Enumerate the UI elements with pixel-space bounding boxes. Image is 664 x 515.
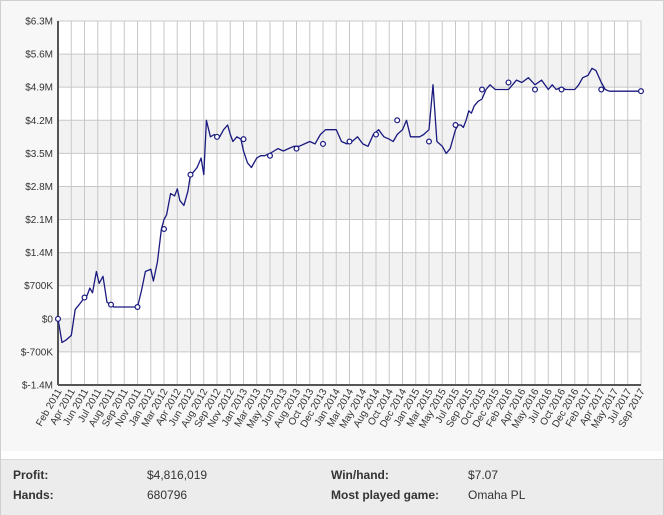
y-tick-label: $1.4M xyxy=(25,248,53,259)
data-point xyxy=(598,86,605,93)
y-tick-label: $-1.4M xyxy=(22,381,53,392)
chart-area: $-1.4M $-700K $0 $700K $1.4M $2.1M $2.8M $3.5M $… xyxy=(1,1,663,451)
data-point xyxy=(107,301,114,308)
data-point xyxy=(214,133,221,140)
most-played-game-value: Omaha PL xyxy=(468,488,526,502)
data-point xyxy=(320,140,327,147)
y-tick-label: $4.9M xyxy=(25,83,53,94)
data-point xyxy=(346,138,353,145)
y-tick-label: $6.3M xyxy=(25,17,53,28)
data-point xyxy=(293,145,300,152)
data-point xyxy=(134,304,141,311)
data-point xyxy=(452,121,459,128)
data-point xyxy=(267,152,274,159)
data-point xyxy=(54,315,61,322)
profit-value: $4,816,019 xyxy=(147,468,208,482)
data-point xyxy=(161,226,168,233)
profit-label: Profit: xyxy=(13,468,49,482)
data-point xyxy=(479,86,486,93)
most-played-game-label: Most played game: xyxy=(331,488,440,502)
profit-chart: $-1.4M $-700K $0 $700K $1.4M $2.1M $2.8M $3.5M $… xyxy=(21,17,648,431)
y-tick-label: $700K xyxy=(24,281,53,292)
data-point xyxy=(637,88,644,95)
y-tick-label: $-700K xyxy=(21,347,54,358)
y-tick-label: $4.2M xyxy=(25,116,53,127)
data-point xyxy=(373,131,380,138)
data-point xyxy=(426,138,433,145)
y-tick-label: $2.8M xyxy=(25,182,53,193)
y-tick-label: $0 xyxy=(42,314,54,325)
hands-value: 680796 xyxy=(147,488,188,502)
data-point xyxy=(531,86,538,93)
data-point xyxy=(81,294,88,301)
data-point xyxy=(505,79,512,86)
y-tick-label: $3.5M xyxy=(25,149,53,160)
data-point xyxy=(558,86,565,93)
hands-label: Hands: xyxy=(13,488,54,502)
data-point xyxy=(240,136,247,143)
win-per-hand-value: $7.07 xyxy=(468,468,499,482)
y-tick-label: $2.1M xyxy=(25,215,53,226)
y-tick-label: $5.6M xyxy=(25,50,53,61)
data-point xyxy=(394,117,401,124)
stats-panel: Profit: $4,816,019 Hands: 680796 Win/han… xyxy=(1,459,663,515)
win-per-hand-label: Win/hand: xyxy=(331,468,389,482)
data-point xyxy=(187,171,194,178)
